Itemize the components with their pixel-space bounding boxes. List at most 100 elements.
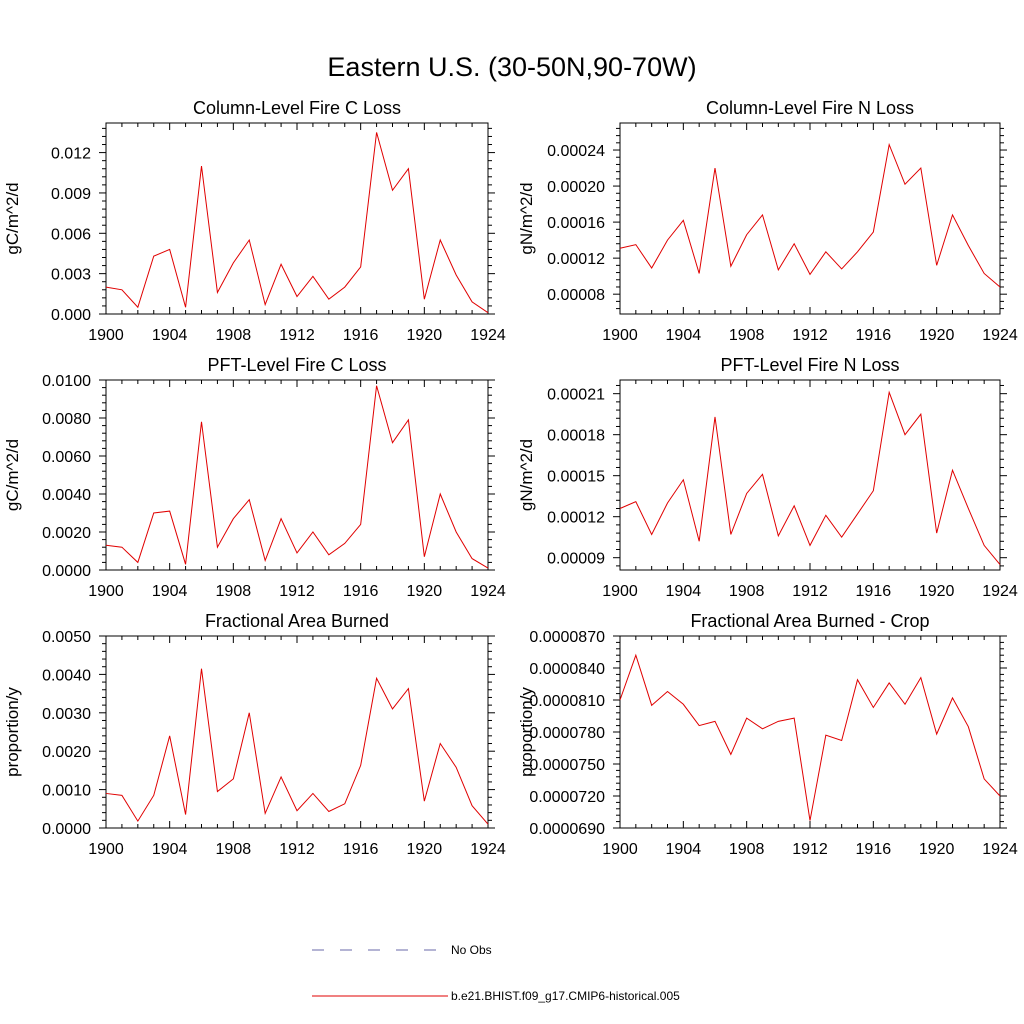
x-tick-label: 1912	[279, 327, 315, 344]
series-line	[105, 132, 489, 314]
y-tick-label: 0.00015	[547, 469, 605, 486]
y-tick-label: 0.003	[51, 267, 91, 284]
x-tick-label: 1924	[982, 327, 1018, 344]
x-tick-label: 1912	[279, 583, 315, 600]
x-tick-label: 1920	[919, 327, 955, 344]
y-tick-label: 0.0000810	[529, 693, 605, 710]
series-line	[619, 142, 1001, 288]
plot-frame	[619, 379, 1001, 571]
x-tick-label: 1916	[343, 327, 379, 344]
x-tick-label: 1904	[666, 583, 702, 600]
chart-panel-4: PFT-Level Fire N Loss 1900 1904 1908 1912 191…	[517, 355, 1018, 600]
y-tick-label: 0.0030	[42, 706, 91, 723]
chart-panel-1: Column-Level Fire C Loss 1900 1904 1908 1912…	[3, 98, 506, 344]
y-tick-label: 0.0000690	[529, 821, 605, 838]
plot-frame	[619, 122, 1001, 315]
panel-title: Fractional Area Burned	[205, 611, 389, 631]
y-tick-label: 0.00009	[547, 551, 605, 568]
y-tick-label: 0.0000	[42, 563, 91, 580]
y-tick-label: 0.0000870	[529, 629, 605, 646]
x-tick-label: 1912	[792, 841, 828, 858]
x-tick-label: 1916	[343, 583, 379, 600]
plot-frame	[105, 635, 489, 829]
x-tick-label: 1900	[602, 841, 638, 858]
chart-panel-6: Fractional Area Burned - Crop 1900 1904 190…	[517, 611, 1018, 858]
x-tick-label: 1904	[152, 841, 188, 858]
y-tick-label: 0.0020	[42, 744, 91, 761]
y-tick-label: 0.0010	[42, 783, 91, 800]
y-tick-label: 0.0000840	[529, 661, 605, 678]
y-tick-label: 0.0040	[42, 487, 91, 504]
y-axis-label: gC/m^2/d	[3, 182, 22, 254]
x-tick-label: 1912	[792, 583, 828, 600]
y-tick-label: 0.0060	[42, 449, 91, 466]
x-tick-label: 1920	[407, 327, 443, 344]
x-tick-label: 1920	[407, 583, 443, 600]
y-tick-label: 0.0000720	[529, 789, 605, 806]
x-tick-label: 1916	[856, 583, 892, 600]
y-tick-label: 0.0000780	[529, 725, 605, 742]
y-tick-label: 0.0040	[42, 667, 91, 684]
x-tick-label: 1912	[792, 327, 828, 344]
panel-title: Column-Level Fire C Loss	[193, 98, 401, 118]
y-tick-label: 0.0080	[42, 411, 91, 428]
y-axis-label: gN/m^2/d	[517, 439, 536, 511]
x-tick-label: 1916	[856, 327, 892, 344]
y-tick-label: 0.00018	[547, 428, 605, 445]
y-tick-label: 0.0000750	[529, 757, 605, 774]
x-tick-label: 1916	[856, 841, 892, 858]
series-line	[105, 668, 489, 825]
x-tick-label: 1908	[216, 327, 252, 344]
x-tick-label: 1920	[407, 841, 443, 858]
y-tick-label: 0.00012	[547, 251, 605, 268]
legend-model-label: b.e21.BHIST.f09_g17.CMIP6-historical.005	[451, 989, 680, 1003]
x-tick-label: 1900	[602, 327, 638, 344]
x-tick-label: 1924	[982, 583, 1018, 600]
panels: Column-Level Fire C Loss 1900 1904 1908 1912…	[3, 98, 1018, 858]
panel-title: PFT-Level Fire C Loss	[207, 355, 386, 375]
x-tick-label: 1900	[88, 327, 124, 344]
figure-title: Eastern U.S. (30-50N,90-70W)	[327, 52, 696, 82]
x-tick-label: 1924	[470, 583, 506, 600]
y-tick-label: 0.006	[51, 226, 91, 243]
y-tick-label: 0.0020	[42, 525, 91, 542]
x-tick-label: 1924	[470, 327, 506, 344]
y-tick-label: 0.00021	[547, 387, 605, 404]
x-tick-label: 1924	[470, 841, 506, 858]
x-tick-label: 1904	[152, 327, 188, 344]
x-tick-label: 1908	[216, 583, 252, 600]
plot-frame	[619, 635, 1001, 829]
y-tick-label: 0.0100	[42, 373, 91, 390]
y-tick-label: 0.000	[51, 307, 91, 324]
x-tick-label: 1908	[729, 327, 765, 344]
x-tick-label: 1908	[216, 841, 252, 858]
x-tick-label: 1900	[88, 841, 124, 858]
panel-title: PFT-Level Fire N Loss	[720, 355, 899, 375]
y-axis-label: gC/m^2/d	[3, 439, 22, 511]
series-line	[105, 385, 489, 569]
x-tick-label: 1904	[666, 327, 702, 344]
x-tick-label: 1900	[602, 583, 638, 600]
y-tick-label: 0.00020	[547, 179, 605, 196]
y-axis-label: proportion/y	[3, 687, 22, 777]
x-tick-label: 1916	[343, 841, 379, 858]
y-tick-label: 0.0000	[42, 821, 91, 838]
x-tick-label: 1904	[152, 583, 188, 600]
y-tick-label: 0.009	[51, 186, 91, 203]
x-tick-label: 1912	[279, 841, 315, 858]
y-axis-label: proportion/y	[517, 687, 536, 777]
x-tick-label: 1920	[919, 583, 955, 600]
y-tick-label: 0.0050	[42, 629, 91, 646]
legend-obs-label: No Obs	[451, 943, 492, 957]
chart-panel-5: Fractional Area Burned 1900 1904 1908 1912 19…	[3, 611, 506, 858]
panel-title: Column-Level Fire N Loss	[706, 98, 914, 118]
x-tick-label: 1908	[729, 841, 765, 858]
x-tick-label: 1908	[729, 583, 765, 600]
x-tick-label: 1924	[982, 841, 1018, 858]
series-line	[619, 653, 1001, 821]
plot-frame	[105, 122, 489, 315]
y-tick-label: 0.012	[51, 146, 91, 163]
x-tick-label: 1900	[88, 583, 124, 600]
chart-panel-3: PFT-Level Fire C Loss 1900 1904 1908 1912 191…	[3, 355, 506, 600]
